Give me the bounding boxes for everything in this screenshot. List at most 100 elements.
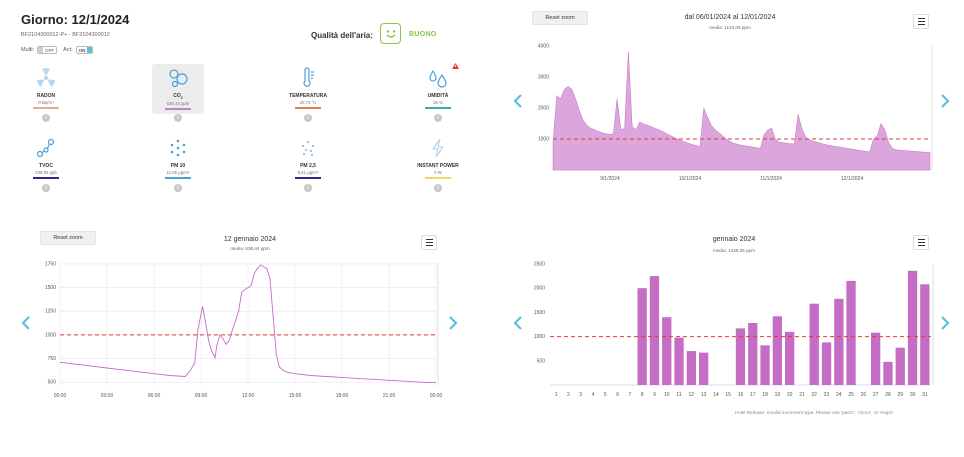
sensor-name: TVOC <box>39 163 53 169</box>
sensor-tile-tvoc[interactable]: TVOC 238,56 ppb <box>20 134 72 179</box>
x-tick-label: 21 <box>799 392 805 398</box>
bar <box>674 337 684 385</box>
chevron-left-icon[interactable] <box>21 316 31 330</box>
bar <box>735 328 746 385</box>
x-tick-label: 2 <box>567 392 570 398</box>
chevron-right-icon[interactable] <box>448 316 458 330</box>
bar <box>883 361 893 385</box>
bar <box>772 316 782 385</box>
sensor-color-bar <box>165 108 191 110</box>
bar <box>821 342 832 385</box>
info-icon: i <box>434 184 442 192</box>
x-tick-label: 19 <box>775 392 781 398</box>
sensor-info-button[interactable]: i <box>20 184 72 192</box>
x-tick-label: 11 <box>676 392 681 398</box>
x-tick-label: 03:00 <box>101 393 114 399</box>
sensor-tile-instant-power[interactable]: INSTANT POWER 0 W <box>412 134 464 179</box>
sensor-tile-pm-2-5[interactable]: PM 2,5 9,61 µg/m³ <box>282 134 334 179</box>
x-tick-label: 15:00 <box>289 393 302 399</box>
pm10-icon <box>152 137 204 159</box>
chart-title: gennaio 2024 <box>712 236 756 243</box>
chevron-right-icon[interactable] <box>940 316 950 330</box>
x-tick-label: 9 <box>653 392 656 398</box>
sensor-name: INSTANT POWER <box>417 163 459 169</box>
release-notice: HUB Release: Invalid increment type. Ple… <box>735 411 895 416</box>
chart-menu-button[interactable] <box>913 235 929 250</box>
sensor-tile-radon[interactable]: RADON 0 Bq/m³ <box>20 64 72 109</box>
sensor-tile-temperatura[interactable]: TEMPERATURA 20,73 °C <box>282 64 334 109</box>
chart-subtitle: media: 1346,06 ppm <box>713 248 755 253</box>
sensor-info-button[interactable]: i <box>282 184 334 192</box>
info-icon: i <box>42 184 50 192</box>
x-tick-label: 24 <box>836 392 842 398</box>
toggle-row: Multi: OFF Act: ON <box>21 46 94 54</box>
x-tick-label: 12 <box>689 392 695 398</box>
x-tick-label: 7 <box>629 392 632 398</box>
bar <box>920 284 930 385</box>
y-tick-label: 1000 <box>538 137 549 143</box>
sensor-color-bar <box>33 177 59 179</box>
y-tick-label: 1250 <box>45 309 56 315</box>
sensor-tile-pm-10[interactable]: PM 10 11,05 µg/m³ <box>152 134 204 179</box>
chart-title: 12 gennaio 2024 <box>223 236 277 243</box>
y-tick-label: 1000 <box>534 334 545 340</box>
sensor-tile-umidit-[interactable]: UMIDITÀ 36 % <box>412 64 464 109</box>
y-tick-label: 500 <box>537 358 546 364</box>
x-tick-label: 15 <box>725 392 731 398</box>
multi-toggle[interactable]: OFF <box>37 46 58 54</box>
x-tick-label: 9/1/2024 <box>600 176 620 182</box>
sensor-info-button[interactable]: i <box>282 114 334 122</box>
y-tick-label: 1000 <box>45 332 56 338</box>
sensor-value: 9,61 µg/m³ <box>297 170 319 175</box>
y-tick-label: 2500 <box>534 262 545 268</box>
bar <box>662 317 672 385</box>
bar <box>907 270 918 385</box>
info-icon: i <box>304 114 312 122</box>
x-tick-label: 06:00 <box>148 393 161 399</box>
tvoc-icon <box>20 137 72 159</box>
sensor-info-button[interactable]: i <box>412 114 464 122</box>
sensor-value: 638,44 ppm <box>166 101 190 106</box>
x-tick-label: 13 <box>701 392 707 398</box>
radon-icon <box>20 67 72 89</box>
x-tick-label: 23 <box>824 392 830 398</box>
chevron-left-icon[interactable] <box>513 94 523 108</box>
chevron-right-icon[interactable] <box>940 94 950 108</box>
x-tick-label: 5 <box>604 392 607 398</box>
x-tick-label: 26 <box>861 392 867 398</box>
sensor-name: TEMPERATURA <box>289 93 327 99</box>
sensor-name: PM 10 <box>170 163 186 169</box>
y-tick-label: 2000 <box>534 286 545 292</box>
bar <box>785 331 795 385</box>
pm25-icon <box>282 137 334 159</box>
info-icon: i <box>434 114 442 122</box>
x-tick-label: 12:00 <box>242 393 255 399</box>
chart-menu-button[interactable] <box>421 235 437 250</box>
sensor-info-button[interactable]: i <box>20 114 72 122</box>
x-tick-label: 28 <box>885 392 891 398</box>
x-tick-label: 21:00 <box>383 393 396 399</box>
chart-menu-button[interactable] <box>913 14 929 29</box>
y-tick-label: 750 <box>48 356 57 362</box>
chart-title: dal 06/01/2024 al 12/01/2024 <box>684 14 776 21</box>
y-tick-label: 2000 <box>538 106 549 112</box>
humidity-icon <box>412 67 464 89</box>
x-tick-label: 16 <box>738 392 744 398</box>
sensor-info-button[interactable]: i <box>152 114 204 122</box>
sensor-color-bar <box>425 177 451 179</box>
act-toggle[interactable]: ON <box>75 46 94 54</box>
chevron-left-icon[interactable] <box>513 316 523 330</box>
y-tick-label: 500 <box>48 380 57 386</box>
sensor-info-button[interactable]: i <box>412 184 464 192</box>
x-tick-label: 10/1/2024 <box>679 176 701 182</box>
x-tick-label: 00:00 <box>430 393 443 399</box>
y-tick-label: 1500 <box>45 285 56 291</box>
area-chart: 1000 2000 3000 4000 9/1/2024 10/1/2024 11/1/20… <box>538 44 933 182</box>
reset-zoom-button[interactable]: Reset zoom <box>532 11 588 25</box>
x-tick-label: 4 <box>592 392 595 398</box>
sensor-tile-co2[interactable]: CO2 638,44 ppm <box>152 64 204 114</box>
sensor-info-button[interactable]: i <box>152 184 204 192</box>
reset-zoom-button[interactable]: Reset zoom <box>40 231 96 245</box>
toggle-knob <box>87 47 93 53</box>
